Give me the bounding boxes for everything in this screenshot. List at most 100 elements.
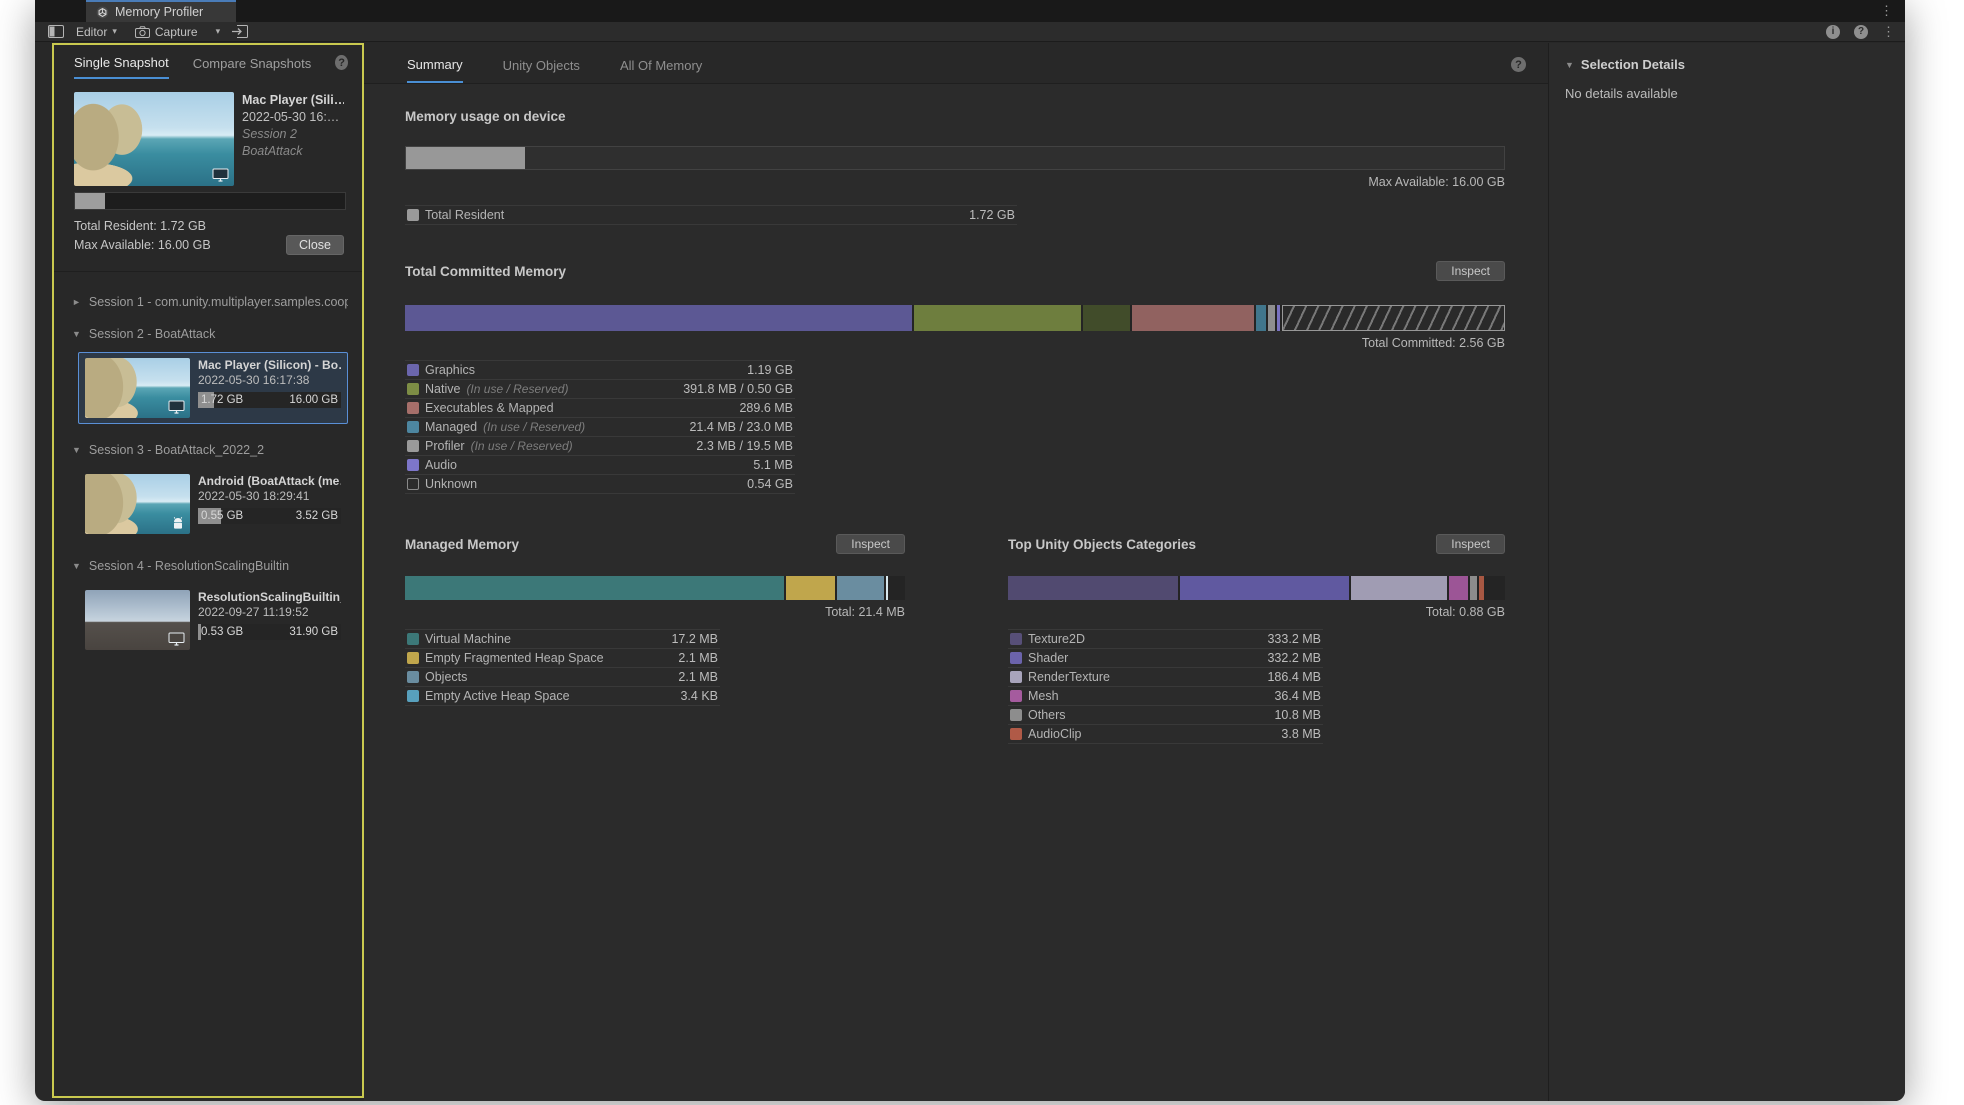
memory-bar-segment[interactable]	[1276, 305, 1280, 331]
legend-value: 17.2 MB	[671, 632, 718, 646]
import-snapshot-icon[interactable]	[232, 25, 249, 38]
legend-row-virtual-machine[interactable]: Virtual Machine 17.2 MB	[405, 629, 720, 648]
snapshots-panel: Single Snapshot Compare Snapshots ? Mac …	[52, 43, 364, 1098]
memory-bar-segment[interactable]	[914, 305, 1081, 331]
legend-row-native[interactable]: Native (In use / Reserved) 391.8 MB / 0.…	[405, 379, 795, 398]
memory-bar-segment[interactable]	[1256, 305, 1267, 331]
session-3-header[interactable]: ▼ Session 3 - BoatAttack_2022_2	[68, 434, 348, 466]
summary-help-icon[interactable]: ?	[1511, 57, 1526, 72]
legend-row-managed[interactable]: Managed (In use / Reserved) 21.4 MB / 23…	[405, 417, 795, 436]
legend-value: 0.54 GB	[747, 477, 793, 491]
memory-bar-segment[interactable]	[1082, 305, 1130, 331]
chevron-down-icon: ▾	[112, 26, 117, 36]
snapshot-item-android[interactable]: Android (BoatAttack (me… 2022-05-30 18:2…	[78, 468, 348, 540]
toolbar-kebab-icon[interactable]: ⋮	[1882, 23, 1895, 39]
legend-swatch	[1010, 690, 1022, 702]
snapshot-item-mac-player[interactable]: Mac Player (Silicon) - Bo… 2022-05-30 16…	[78, 351, 348, 424]
device-legend: Total Resident 1.72 GB	[405, 205, 1017, 225]
committed-memory-bar[interactable]	[405, 305, 1506, 331]
snapshot-item-memory-fill	[198, 623, 201, 640]
legend-row-shader[interactable]: Shader 332.2 MB	[1008, 648, 1323, 667]
legend-swatch	[407, 383, 419, 395]
legend-row-executables[interactable]: Executables & Mapped 289.6 MB	[405, 398, 795, 417]
legend-row-empty-fragmented[interactable]: Empty Fragmented Heap Space 2.1 MB	[405, 648, 720, 667]
desktop-device-icon	[168, 400, 185, 414]
memory-bar-segment[interactable]	[1179, 576, 1349, 600]
session-4-header[interactable]: ▼ Session 4 - ResolutionScalingBuiltin	[68, 550, 348, 582]
capture-button[interactable]: Capture	[129, 24, 204, 40]
inspect-button[interactable]: Inspect	[836, 534, 905, 554]
legend-row-rendertexture[interactable]: RenderTexture 186.4 MB	[1008, 667, 1323, 686]
snapshot-project: BoatAttack	[242, 143, 303, 158]
legend-value: 3.8 MB	[1281, 727, 1321, 741]
max-available-text: Max Available: 16.00 GB	[74, 237, 211, 252]
memory-bar-segment[interactable]	[1350, 576, 1448, 600]
legend-row-empty-active[interactable]: Empty Active Heap Space 3.4 KB	[405, 686, 720, 706]
total-committed-label: Total Committed: 2.56 GB	[1361, 336, 1505, 350]
snapshot-item-resolutionscaling[interactable]: ResolutionScalingBuiltin_… 2022-09-27 11…	[78, 584, 348, 656]
chevron-down-icon: ▾	[215, 26, 221, 36]
top-unity-objects-section: Top Unity Objects Categories Inspect Tot…	[1008, 534, 1505, 744]
legend-value: 186.4 MB	[1267, 670, 1321, 684]
capture-options-caret[interactable]: ▾	[210, 25, 227, 38]
top-unity-objects-bar[interactable]	[1008, 576, 1505, 600]
legend-row-audio[interactable]: Audio 5.1 MB	[405, 455, 795, 474]
section-heading: Managed Memory	[405, 536, 520, 552]
legend-row-objects[interactable]: Objects 2.1 MB	[405, 667, 720, 686]
session-2-header[interactable]: ▼ Session 2 - BoatAttack	[68, 318, 348, 350]
memory-bar-segment[interactable]	[786, 576, 835, 600]
help-icon[interactable]: ?	[1854, 24, 1868, 39]
memory-bar-segment[interactable]	[837, 576, 884, 600]
legend-value: 36.4 MB	[1274, 689, 1321, 703]
panel-toggle-icon[interactable]	[48, 25, 64, 38]
legend-swatch	[407, 652, 419, 664]
close-button[interactable]: Close	[286, 234, 344, 255]
selection-details-header[interactable]: ▼ Selection Details	[1565, 57, 1889, 72]
memory-bar-segment[interactable]	[885, 576, 888, 600]
legend-row-profiler[interactable]: Profiler (In use / Reserved) 2.3 MB / 19…	[405, 436, 795, 455]
tab-single-snapshot[interactable]: Single Snapshot	[74, 55, 169, 79]
window-tab-memory-profiler[interactable]: Memory Profiler	[86, 0, 236, 22]
legend-label: Objects	[425, 670, 468, 684]
snapshot-item-memory-fill	[198, 507, 221, 524]
snapshots-help-icon[interactable]: ?	[335, 55, 348, 70]
legend-row-texture2d[interactable]: Texture2D 333.2 MB	[1008, 629, 1323, 648]
titlebar-kebab-icon[interactable]: ⋮	[1880, 3, 1893, 18]
legend-row-graphics[interactable]: Graphics 1.19 GB	[405, 360, 795, 379]
memory-bar-segment[interactable]	[1469, 576, 1478, 600]
session-1-header[interactable]: ► Session 1 - com.unity.multiplayer.samp…	[68, 286, 348, 318]
legend-label: Managed	[425, 420, 478, 434]
legend-row-unknown[interactable]: Unknown 0.54 GB	[405, 474, 795, 494]
legend-row-others[interactable]: Others 10.8 MB	[1008, 705, 1323, 724]
memory-bar-segment[interactable]	[405, 305, 913, 331]
legend-label: Shader	[1028, 651, 1069, 665]
legend-value: 3.4 KB	[680, 689, 718, 703]
main-panel: Summary Unity Objects All Of Memory ? Me…	[364, 43, 1548, 1101]
memory-bar-segment[interactable]	[1008, 576, 1178, 600]
legend-row-total-resident[interactable]: Total Resident 1.72 GB	[405, 205, 1017, 225]
tab-all-of-memory[interactable]: All Of Memory	[619, 58, 703, 73]
snapshot-item-memory-bar: 0.53 GB 31.90 GB	[198, 623, 341, 640]
inspect-button[interactable]: Inspect	[1436, 261, 1505, 281]
unity-logo-icon	[96, 6, 109, 18]
legend-row-audioclip[interactable]: AudioClip 3.8 MB	[1008, 724, 1323, 744]
managed-memory-bar[interactable]	[405, 576, 905, 600]
selection-details-title: Selection Details	[1580, 57, 1685, 72]
editor-dropdown[interactable]: Editor ▾	[70, 24, 123, 40]
info-icon[interactable]: i	[1826, 24, 1840, 39]
inspect-button[interactable]: Inspect	[1436, 534, 1505, 554]
memory-bar-segment[interactable]	[1479, 576, 1485, 600]
memory-bar-segment[interactable]	[1449, 576, 1468, 600]
legend-value: 21.4 MB / 23.0 MB	[689, 420, 793, 434]
memory-bar-segment[interactable]	[1281, 305, 1506, 331]
memory-bar-segment[interactable]	[1268, 305, 1275, 331]
legend-value: 332.2 MB	[1267, 651, 1321, 665]
legend-swatch	[1010, 633, 1022, 645]
tab-summary[interactable]: Summary	[407, 57, 463, 83]
tab-compare-snapshots[interactable]: Compare Snapshots	[192, 56, 312, 71]
memory-bar-segment[interactable]	[405, 576, 784, 600]
memory-bar-segment[interactable]	[1131, 305, 1255, 331]
legend-row-mesh[interactable]: Mesh 36.4 MB	[1008, 686, 1323, 705]
open-snapshot-card[interactable]: Mac Player (Sili… 2022-05-30 16:… Sessio…	[54, 79, 362, 255]
tab-unity-objects[interactable]: Unity Objects	[502, 58, 580, 73]
